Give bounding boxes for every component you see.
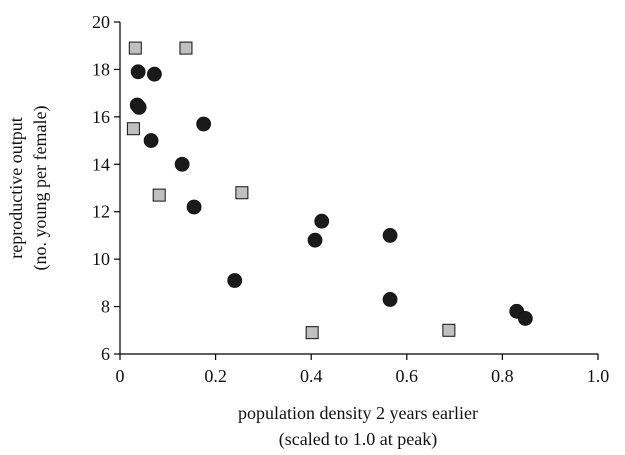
data-point-circle xyxy=(382,228,398,243)
y-tick-label: 6 xyxy=(101,344,110,364)
y-axis-title-line-2: (no. young per female) xyxy=(30,106,51,271)
data-point-square xyxy=(305,326,319,340)
data-point-circle xyxy=(143,133,159,148)
plot-area xyxy=(119,22,598,355)
data-point-square xyxy=(126,122,140,136)
x-tick-label: 0.8 xyxy=(491,366,514,386)
data-point-circle xyxy=(174,156,190,172)
data-point-circle xyxy=(227,273,243,288)
data-point-circle xyxy=(307,232,323,248)
data-point-square xyxy=(179,41,193,55)
data-point-circle xyxy=(382,292,398,307)
x-tick-label: 0.4 xyxy=(300,366,323,386)
y-tick-label: 10 xyxy=(92,249,110,269)
data-point-circle xyxy=(186,199,202,215)
data-point-square xyxy=(128,41,142,55)
data-point-circle xyxy=(147,66,162,82)
y-tick-label: 8 xyxy=(101,297,110,317)
y-tick-label: 18 xyxy=(92,59,110,79)
x-tick-label: 0.6 xyxy=(396,366,419,386)
data-point-circle xyxy=(196,116,212,132)
x-tick-label: 1.0 xyxy=(587,366,610,386)
data-point-square xyxy=(442,323,456,337)
data-markers xyxy=(126,41,533,340)
x-tick-label: 0 xyxy=(116,366,125,386)
y-axis-title-line-1: reproductive output xyxy=(6,117,26,258)
x-tick-label: 0.2 xyxy=(204,366,227,386)
data-point-square xyxy=(235,186,249,200)
y-tick-label: 16 xyxy=(92,107,110,127)
x-axis-title-line-2: (scaled to 1.0 at peak) xyxy=(279,429,437,450)
x-axis-title-line-1: population density 2 years earlier xyxy=(238,403,478,423)
y-tick-label: 20 xyxy=(92,12,110,32)
data-point-circle xyxy=(517,311,533,326)
data-point-circle xyxy=(314,213,330,229)
y-tick-label: 12 xyxy=(92,202,110,222)
axis-ticks: 0 0.2 0.4 0.6 0.8 1.0 6 8 10 12 14 16 18 20 xyxy=(92,12,609,386)
data-point-circle xyxy=(131,99,147,115)
y-tick-label: 14 xyxy=(92,154,110,174)
data-point-circle xyxy=(130,64,146,80)
data-point-square xyxy=(152,188,166,202)
